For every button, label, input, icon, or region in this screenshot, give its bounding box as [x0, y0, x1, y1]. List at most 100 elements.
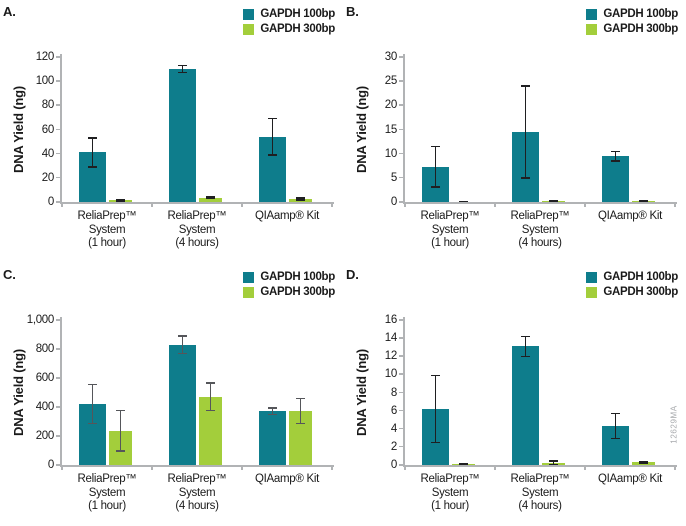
error-bar-cap [268, 407, 277, 409]
x-category-line: (4 hours) [175, 500, 219, 512]
y-tick-mark [399, 201, 404, 203]
legend: GAPDH 100bp GAPDH 300bp [243, 271, 335, 298]
error-bar-cap [611, 412, 620, 415]
error-bar [434, 375, 437, 443]
x-tick-mark [151, 202, 153, 207]
legend-item: GAPDH 100bp [243, 8, 335, 20]
error-bar-cap [206, 197, 215, 200]
y-tick-label: 120 [35, 51, 55, 63]
legend-item: GAPDH 300bp [243, 286, 335, 298]
error-bar [299, 198, 302, 200]
y-tick-mark [399, 104, 404, 106]
x-category-label: ReliaPrep™ System (1 hour) [395, 473, 505, 514]
x-tick-mark [674, 202, 676, 207]
y-tick-mark [56, 464, 61, 466]
error-bar-cap [88, 137, 97, 139]
y-tick-mark [56, 377, 61, 379]
error-bar-cap [549, 200, 558, 203]
chart-panel-b: B. GAPDH 100bp GAPDH 300bp DNA Yield (ng) 0 5… [343, 0, 686, 263]
y-tick-mark [56, 176, 61, 179]
y-tick-label: 25 [384, 75, 398, 88]
x-category-label: QIAamp® Kit [232, 210, 342, 224]
x-tick-mark [494, 202, 496, 207]
legend-label: GAPDH 100bp [260, 8, 335, 20]
panel-label-a: A. [3, 4, 16, 19]
x-tick-mark [584, 202, 586, 207]
legend-label: GAPDH 300bp [260, 286, 335, 298]
legend-item: GAPDH 300bp [243, 23, 335, 35]
y-tick-label: 0 [390, 459, 397, 471]
y-tick-label: 0 [47, 459, 54, 471]
chart-panel-a: A. GAPDH 100bp GAPDH 300bp DNA Yield (ng) 0 2… [0, 0, 343, 263]
legend: GAPDH 100bp GAPDH 300bp [586, 8, 678, 35]
y-tick-label: 15 [384, 123, 398, 136]
x-category-line: System [431, 223, 469, 236]
x-axis-line [60, 465, 334, 467]
error-bar-cap [88, 166, 97, 168]
x-category-line: ReliaPrep™ [167, 473, 227, 485]
y-axis-line [403, 317, 405, 467]
error-bar [524, 86, 527, 178]
x-category-label: QIAamp® Kit [575, 210, 685, 224]
y-tick-mark [56, 152, 61, 155]
x-category-line: ReliaPrep™ [420, 473, 480, 485]
error-bar-cap [431, 145, 440, 148]
legend: GAPDH 100bp GAPDH 300bp [243, 8, 335, 35]
x-category-label: ReliaPrep™ System (1 hour) [395, 210, 505, 251]
y-tick-mark [56, 128, 61, 130]
error-bar-cap [431, 441, 440, 444]
y-tick-mark [399, 56, 404, 58]
y-tick-label: 20 [41, 171, 55, 184]
error-bar-cap [296, 197, 305, 199]
error-bar-cap [88, 422, 97, 425]
x-category-label: QIAamp® Kit [232, 473, 342, 487]
x-tick-mark [61, 465, 63, 470]
error-bar [434, 146, 437, 187]
y-tick-mark [56, 80, 61, 82]
error-bar-cap [268, 117, 277, 120]
legend-item: GAPDH 100bp [586, 8, 678, 20]
y-axis-line [60, 54, 62, 204]
x-category-line: ReliaPrep™ [167, 210, 227, 222]
x-tick-mark [404, 465, 406, 470]
y-tick-label: 10 [384, 147, 398, 160]
error-bar-cap [639, 199, 648, 202]
error-bar-cap [206, 196, 215, 198]
x-tick-mark [404, 202, 406, 207]
error-bar-cap [431, 374, 440, 377]
y-tick-mark [399, 80, 404, 82]
legend-item: GAPDH 300bp [586, 286, 678, 298]
error-bar [119, 199, 122, 202]
x-category-line: ReliaPrep™ [77, 210, 137, 222]
y-tick-mark [399, 128, 404, 130]
x-category-line: ReliaPrep™ [420, 210, 480, 222]
error-bar-cap [521, 355, 530, 357]
error-bar [181, 335, 184, 354]
x-tick-mark [151, 465, 153, 470]
y-tick-label: 1,000 [26, 314, 55, 326]
x-tick-mark [584, 465, 586, 470]
x-category-line: QIAamp® Kit [255, 210, 319, 222]
y-tick-mark [399, 427, 404, 430]
bar-gapdh-100bp [602, 156, 629, 202]
legend: GAPDH 100bp GAPDH 300bp [586, 271, 678, 298]
error-bar [181, 65, 184, 73]
legend-swatch-icon [586, 8, 598, 20]
y-tick-mark [399, 373, 404, 375]
x-category-line: (1 hour) [88, 237, 126, 249]
x-axis-line [60, 202, 334, 204]
error-bar-cap [611, 150, 620, 152]
x-tick-mark [331, 202, 333, 207]
x-category-label: ReliaPrep™ System (4 hours) [485, 210, 595, 251]
error-bar-cap [296, 397, 305, 400]
error-bar-cap [459, 201, 468, 203]
error-bar [209, 383, 212, 411]
y-tick-mark [399, 355, 404, 357]
error-bar [524, 336, 527, 357]
panel-label-d: D. [346, 267, 359, 282]
y-tick-label: 100 [35, 75, 55, 88]
y-tick-mark [399, 445, 404, 448]
x-category-line: (4 hours) [175, 237, 219, 249]
y-tick-label: 10 [384, 368, 398, 381]
legend-swatch-icon [586, 271, 598, 283]
